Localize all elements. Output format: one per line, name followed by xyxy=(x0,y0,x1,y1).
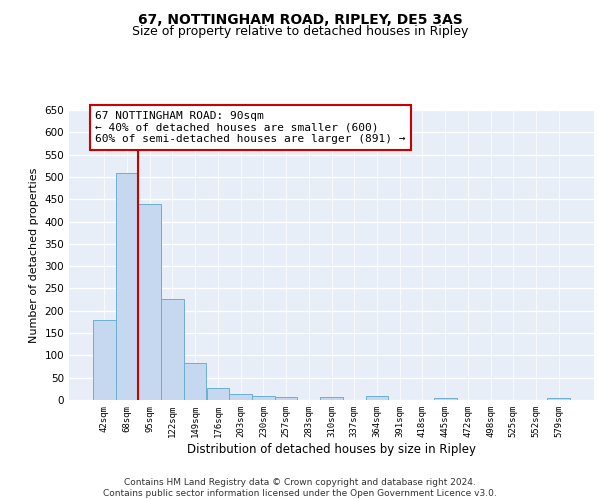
Bar xyxy=(116,174,139,400)
Text: Size of property relative to detached houses in Ripley: Size of property relative to detached ho… xyxy=(132,25,468,38)
Bar xyxy=(206,388,229,400)
X-axis label: Distribution of detached houses by size in Ripley: Distribution of detached houses by size … xyxy=(187,442,476,456)
Y-axis label: Number of detached properties: Number of detached properties xyxy=(29,168,39,342)
Bar xyxy=(320,397,343,400)
Bar xyxy=(161,299,184,400)
Text: 67 NOTTINGHAM ROAD: 90sqm
← 40% of detached houses are smaller (600)
60% of semi: 67 NOTTINGHAM ROAD: 90sqm ← 40% of detac… xyxy=(95,111,406,144)
Text: Contains HM Land Registry data © Crown copyright and database right 2024.
Contai: Contains HM Land Registry data © Crown c… xyxy=(103,478,497,498)
Bar xyxy=(139,204,161,400)
Bar xyxy=(275,397,298,400)
Bar xyxy=(93,320,116,400)
Bar xyxy=(434,398,457,400)
Text: 67, NOTTINGHAM ROAD, RIPLEY, DE5 3AS: 67, NOTTINGHAM ROAD, RIPLEY, DE5 3AS xyxy=(137,12,463,26)
Bar xyxy=(252,396,275,400)
Bar xyxy=(547,398,570,400)
Bar xyxy=(184,362,206,400)
Bar xyxy=(365,396,388,400)
Bar xyxy=(229,394,252,400)
